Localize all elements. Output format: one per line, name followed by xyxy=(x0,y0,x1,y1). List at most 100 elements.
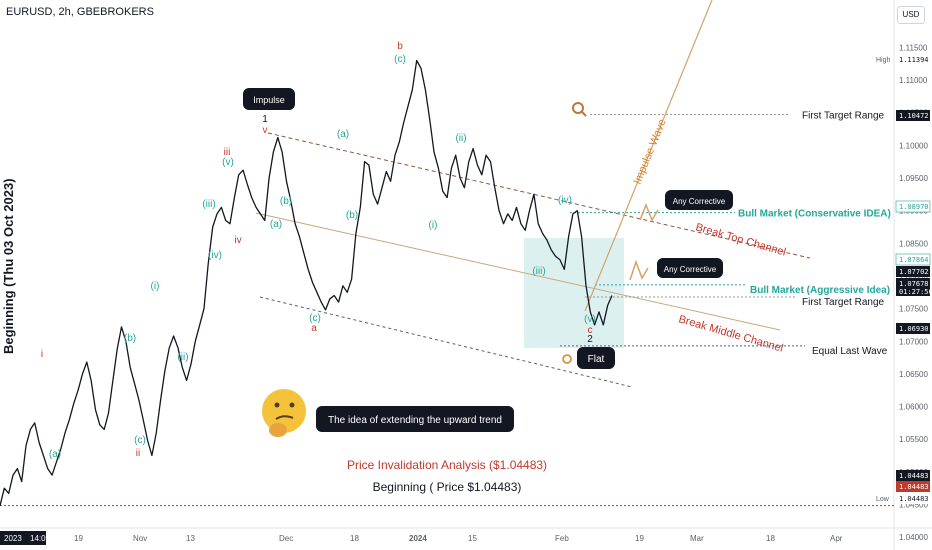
magnifier-icon xyxy=(572,102,584,114)
corrective-callout-upper-text: Any Corrective xyxy=(673,197,726,206)
impulse-callout xyxy=(243,88,295,110)
wave-label: (iii) xyxy=(532,266,545,277)
wave-label: (v) xyxy=(222,157,234,168)
corrective-callout-upper xyxy=(665,190,733,210)
symbol-title: EURUSD, 2h, GBEBROKERS xyxy=(6,6,154,18)
price-tick-label: 1.04000 xyxy=(899,533,928,542)
background-layer xyxy=(0,0,894,507)
price-tag-value: 1.04483 xyxy=(899,483,929,491)
price-tag-value: 1.08970 xyxy=(899,203,929,211)
first-target-label-upper: First Target Range xyxy=(802,111,885,122)
break-top-channel-label: Break Top Channel xyxy=(694,221,787,258)
wave-label: (iv) xyxy=(208,250,222,261)
price-layer xyxy=(0,59,613,506)
wave-label: (iv) xyxy=(558,195,572,206)
price-tick-label: 1.04500 xyxy=(899,500,928,509)
price-tag-value: 1.06930 xyxy=(899,325,929,333)
wave-label: 2 xyxy=(587,334,593,345)
time-tick-label: 2024 xyxy=(409,534,427,543)
top-channel-line xyxy=(267,132,811,259)
wave-label: (b) xyxy=(346,210,358,221)
price-tag-value: 1.07864 xyxy=(899,256,929,264)
break-middle-channel-label: Break Middle Channel xyxy=(677,313,784,354)
time-tick-label: Mar xyxy=(690,534,704,543)
flat-zone-box xyxy=(524,238,624,348)
price-tick-label: 1.06000 xyxy=(899,403,928,412)
wave-label: a xyxy=(311,323,317,334)
price-line xyxy=(0,59,613,506)
time-tick-label: Feb xyxy=(555,534,569,543)
price-tag-value: 1.04483 xyxy=(899,472,929,480)
axis-layer: 1.115001.110001.105001.100001.095001.090… xyxy=(0,43,932,545)
time-tick-label: Dec xyxy=(279,534,293,543)
emoji-eye-right xyxy=(289,402,295,408)
idea-callout-text: The idea of extending the upward trend xyxy=(328,415,502,426)
price-tag-value: 1.11394 xyxy=(899,56,929,64)
wave-label: (ii) xyxy=(177,352,188,363)
impulse-callout-text: Impulse xyxy=(253,95,285,105)
time-tag-bg xyxy=(0,531,46,545)
wave-label: (c) xyxy=(394,54,406,65)
middle-channel-line xyxy=(255,212,781,331)
bottom-channel-line xyxy=(259,296,633,388)
wave-label: 1 xyxy=(262,114,268,125)
price-tick-label: 1.10000 xyxy=(899,141,928,150)
flat-callout xyxy=(577,347,615,369)
price-tag-side-label: High xyxy=(876,57,891,64)
conservative-label: Bull Market (Conservative IDEA) xyxy=(738,209,891,220)
currency-button[interactable]: USD xyxy=(897,6,925,24)
price-tag-2 xyxy=(895,200,931,213)
wave-label: (iii) xyxy=(202,199,215,210)
time-tick-label: 19 xyxy=(635,534,644,543)
price-tag-value: 1.04483 xyxy=(899,495,929,503)
wave-label: ii xyxy=(136,448,140,459)
equal-last-wave-label: Equal Last Wave xyxy=(812,346,888,357)
time-tick-label: 13 xyxy=(186,534,195,543)
emoji-mouth xyxy=(275,415,294,420)
wave-label: (a) xyxy=(49,449,61,460)
price-tag-countdown: 01:27:56 xyxy=(899,288,932,296)
impulse-wave-label: Impulse Wave xyxy=(632,117,669,186)
wave-label: i xyxy=(41,349,43,360)
price-tag-value: 1.07678 xyxy=(899,280,929,288)
price-tag-5 xyxy=(896,278,930,296)
wave-label-layer: (a)i(b)(c)ii(i)(ii)(iii)(iv)iii(v)iv1v(a… xyxy=(41,41,596,460)
time-tick-label: 18 xyxy=(350,534,359,543)
wave-label: (c) xyxy=(309,313,321,324)
wave-label: (c) xyxy=(134,435,146,446)
price-tick-label: 1.11500 xyxy=(899,43,928,52)
price-tag-4 xyxy=(896,266,930,277)
price-tag-0 xyxy=(896,54,930,65)
time-tick-label: Nov xyxy=(133,534,147,543)
invalidation-label: Price Invalidation Analysis ($1.04483) xyxy=(347,458,547,472)
price-tick-label: 1.08500 xyxy=(899,239,928,248)
price-tag-6 xyxy=(896,323,930,334)
lightbulb-icon xyxy=(562,354,572,364)
flat-callout-text: Flat xyxy=(588,354,605,365)
time-tick-label: 18 xyxy=(766,534,775,543)
price-tag-value: 1.07702 xyxy=(899,268,929,276)
price-tag-1 xyxy=(896,110,930,121)
wave-label: (a) xyxy=(270,219,282,230)
zigzag-upper xyxy=(639,202,659,222)
price-tick-label: 1.07000 xyxy=(899,337,928,346)
price-tag-side-label: Low xyxy=(876,496,890,503)
emoji-hand xyxy=(269,423,287,437)
wave-label: (a) xyxy=(337,129,349,140)
time-tick-label: 15 xyxy=(468,534,477,543)
beginning-label: Beginning ( Price $1.04483) xyxy=(373,480,522,494)
wave-label: (b) xyxy=(124,333,136,344)
idea-callout xyxy=(316,406,514,432)
wave-label: (i) xyxy=(429,220,438,231)
price-tick-label: 1.05500 xyxy=(899,435,928,444)
time-tick-label: 19 xyxy=(74,534,83,543)
left-beginning-label: Beginning (Thu 03 Oct 2023) xyxy=(1,178,16,354)
wave-label: (b) xyxy=(280,196,292,207)
wave-label: b xyxy=(397,41,403,52)
wave-label: c xyxy=(588,325,593,336)
zigzag-lower xyxy=(629,259,649,281)
wave-label: v xyxy=(263,125,268,136)
price-tick-label: 1.06500 xyxy=(899,370,928,379)
